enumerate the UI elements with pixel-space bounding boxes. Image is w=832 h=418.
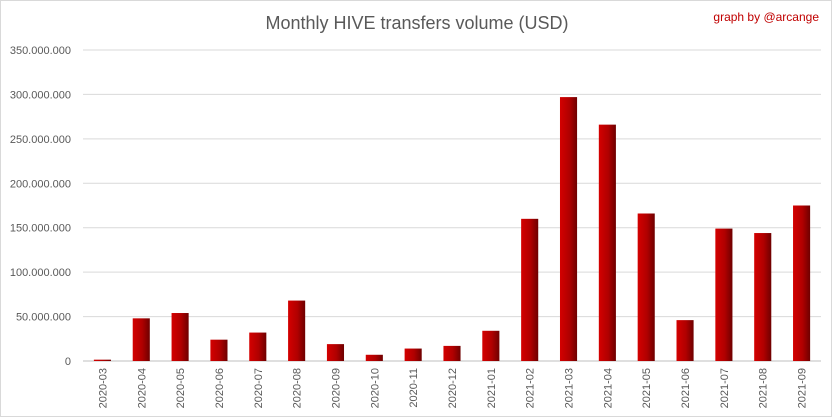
x-tick-label: 2021-06	[680, 368, 692, 408]
x-tick-label: 2020-12	[447, 368, 459, 408]
bar	[443, 345, 461, 361]
bar	[793, 205, 811, 361]
bar	[210, 339, 228, 361]
bar	[365, 354, 383, 361]
x-tick-label: 2020-03	[97, 368, 109, 408]
x-tick-label: 2020-08	[292, 368, 304, 408]
bar	[326, 344, 345, 361]
gridlines	[83, 49, 821, 362]
bar	[171, 313, 189, 361]
bar	[93, 359, 111, 361]
x-tick-label: 2021-05	[641, 368, 653, 408]
y-tick-label: 50.000.000	[16, 312, 71, 324]
bar	[249, 332, 267, 361]
x-tick-label: 2021-07	[719, 368, 731, 408]
bar	[132, 318, 150, 361]
x-tick-label: 2020-09	[330, 368, 342, 408]
x-tick-label: 2021-09	[797, 368, 809, 408]
bar	[637, 213, 655, 361]
bar	[559, 97, 578, 361]
x-tick-label: 2020-06	[214, 368, 226, 408]
x-tick-label: 2021-01	[486, 368, 498, 408]
x-tick-label: 2020-11	[408, 368, 420, 408]
y-tick-label: 150.000.000	[10, 223, 71, 235]
y-tick-label: 100.000.000	[10, 267, 71, 279]
x-tick-label: 2021-08	[758, 368, 770, 408]
bar	[404, 348, 422, 361]
y-tick-label: 250.000.000	[10, 134, 71, 146]
y-tick-label: 300.000.000	[10, 89, 71, 101]
x-tick-label: 2020-10	[369, 368, 381, 408]
y-tick-label: 0	[65, 356, 71, 368]
y-tick-label: 200.000.000	[10, 178, 71, 190]
bar	[754, 233, 772, 361]
bar	[288, 300, 306, 361]
bar	[482, 330, 500, 361]
x-tick-label: 2021-04	[602, 368, 614, 408]
bar	[598, 124, 616, 361]
x-tick-label: 2021-03	[564, 368, 576, 408]
x-axis: 2020-03 2020-04 2020-05 2020-06 2020-07 2020-…	[97, 368, 808, 408]
x-tick-label: 2020-05	[175, 368, 187, 408]
bar	[715, 228, 733, 361]
x-tick-label: 2020-07	[253, 368, 265, 408]
x-tick-label: 2020-04	[136, 368, 148, 408]
y-axis: 0 50.000.000 100.000.000 150.000.000 200.000…	[10, 45, 71, 368]
chart-credit: graph by @arcange	[713, 10, 819, 24]
bar	[676, 320, 694, 361]
chart-title: Monthly HIVE transfers volume (USD)	[265, 13, 569, 33]
x-tick-label: 2021-02	[525, 368, 537, 408]
y-tick-label: 350.000.000	[10, 45, 71, 57]
bars	[93, 97, 811, 361]
bar	[521, 218, 539, 361]
